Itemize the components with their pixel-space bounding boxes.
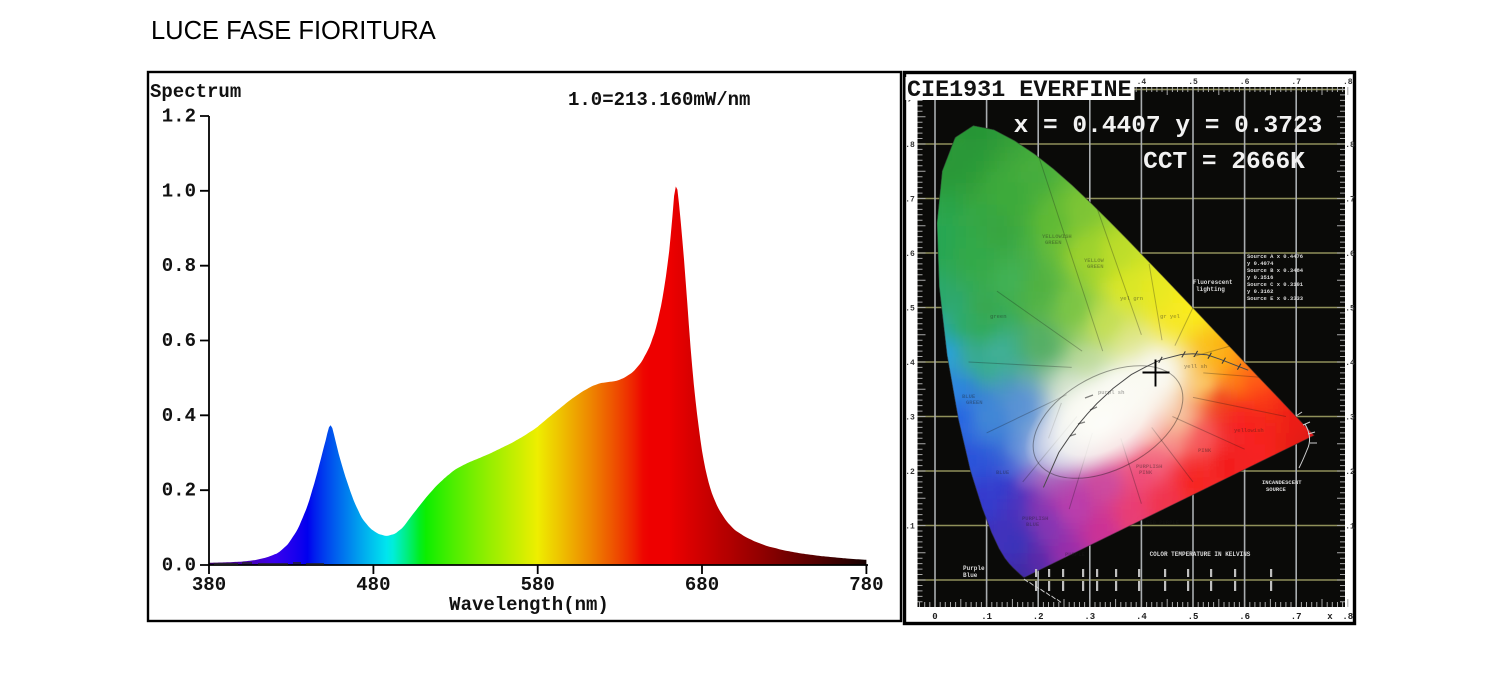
svg-text:.5: .5 (1188, 612, 1199, 622)
svg-text:0: 0 (932, 612, 937, 622)
svg-text:780: 780 (849, 574, 883, 596)
svg-text:INCANDESCENT: INCANDESCENT (1262, 479, 1302, 486)
svg-text:y 0.3516: y 0.3516 (1247, 274, 1273, 281)
svg-text:lighting: lighting (1196, 286, 1225, 293)
svg-text:.4: .4 (905, 359, 915, 368)
svg-text:.2: .2 (1345, 468, 1355, 477)
svg-text:PURPLISH: PURPLISH (1136, 463, 1162, 470)
svg-text:0.4: 0.4 (162, 405, 196, 427)
svg-text:PINK: PINK (1198, 447, 1212, 454)
svg-text:Source E x 0.3333: Source E x 0.3333 (1247, 295, 1304, 302)
svg-text:0.6: 0.6 (162, 330, 196, 352)
svg-text:Spectrum: Spectrum (150, 81, 241, 103)
svg-text:.3: .3 (1345, 414, 1355, 423)
svg-text:.8: .8 (1343, 78, 1353, 87)
svg-text:.7: .7 (1345, 196, 1355, 205)
svg-text:.7: .7 (905, 196, 915, 205)
svg-text:YELLOW: YELLOW (1084, 257, 1105, 264)
svg-text:Source A x 0.4476: Source A x 0.4476 (1247, 253, 1303, 260)
svg-text:CIE1931 EVERFINE: CIE1931 EVERFINE (907, 78, 1132, 104)
svg-text:.5: .5 (905, 305, 915, 314)
svg-text:.2: .2 (905, 468, 915, 477)
svg-text:Source C x 0.3101: Source C x 0.3101 (1247, 281, 1304, 288)
svg-text:.4: .4 (1136, 612, 1147, 622)
svg-text:.4: .4 (1345, 359, 1355, 368)
svg-text:480: 480 (356, 574, 390, 596)
svg-text:1.0: 1.0 (162, 180, 196, 202)
svg-text:680: 680 (685, 574, 719, 596)
svg-text:RED PURPLE: RED PURPLE (1146, 519, 1180, 526)
svg-text:yellowish: yellowish (1234, 427, 1264, 434)
svg-text:Fluorescent: Fluorescent (1193, 279, 1233, 286)
svg-text:.1: .1 (905, 523, 915, 532)
svg-text:BLUE: BLUE (1026, 521, 1040, 528)
svg-text:.5: .5 (1188, 78, 1198, 87)
svg-text:y 0.3162: y 0.3162 (1247, 288, 1273, 295)
svg-text:.5: .5 (1345, 305, 1355, 314)
svg-text:PURPLE: PURPLE (1065, 551, 1086, 558)
svg-text:YELLOWISH: YELLOWISH (1042, 233, 1072, 240)
svg-text:1.2: 1.2 (162, 106, 196, 128)
svg-text:.6: .6 (1240, 78, 1250, 87)
svg-text:.8: .8 (905, 141, 915, 150)
svg-text:PINK: PINK (1139, 469, 1153, 476)
svg-text:580: 580 (521, 574, 555, 596)
svg-text:.8: .8 (1342, 612, 1353, 622)
svg-text:.6: .6 (1345, 250, 1355, 259)
svg-text:BLUE: BLUE (996, 469, 1010, 476)
svg-text:SOURCE: SOURCE (1266, 486, 1287, 493)
svg-text:.1: .1 (1345, 523, 1355, 532)
svg-text:GREEN: GREEN (966, 399, 983, 406)
svg-text:.7: .7 (1291, 78, 1301, 87)
svg-text:yell sh: yell sh (1184, 363, 1207, 370)
svg-text:.7: .7 (1291, 612, 1302, 622)
svg-text:yel grn: yel grn (1120, 295, 1143, 302)
svg-text:0.8: 0.8 (162, 255, 196, 277)
svg-text:green: green (990, 313, 1007, 320)
svg-text:GREEN: GREEN (1087, 263, 1104, 270)
svg-text:purpl sh: purpl sh (1098, 389, 1124, 396)
svg-text:y 0.4074: y 0.4074 (1247, 260, 1274, 267)
svg-text:BLUE: BLUE (962, 393, 976, 400)
svg-text:.6: .6 (905, 250, 915, 259)
svg-text:.1: .1 (981, 612, 992, 622)
svg-text:.3: .3 (1084, 612, 1095, 622)
svg-text:gr yel: gr yel (1160, 313, 1181, 320)
svg-text:.8: .8 (1345, 141, 1355, 150)
svg-text:Purple: Purple (963, 565, 985, 572)
svg-text:.2: .2 (1033, 612, 1044, 622)
svg-text:x: x (1327, 612, 1333, 622)
svg-text:.4: .4 (1137, 78, 1147, 87)
svg-text:CCT = 2666K: CCT = 2666K (1143, 149, 1305, 176)
svg-text:0.0: 0.0 (162, 555, 196, 577)
svg-text:0.2: 0.2 (162, 480, 196, 502)
svg-text:Source B x 0.3484: Source B x 0.3484 (1247, 267, 1304, 274)
svg-text:Blue: Blue (963, 572, 978, 579)
svg-text:380: 380 (192, 574, 226, 596)
svg-text:.6: .6 (1239, 612, 1250, 622)
svg-text:GREEN: GREEN (1045, 239, 1062, 246)
svg-text:LUCE FASE FIORITURA: LUCE FASE FIORITURA (151, 17, 436, 45)
svg-text:COLOR TEMPERATURE IN KELVINS: COLOR TEMPERATURE IN KELVINS (1150, 551, 1251, 558)
svg-text:1.0=213.160mW/nm: 1.0=213.160mW/nm (568, 89, 750, 111)
svg-text:Wavelength(nm): Wavelength(nm) (449, 594, 609, 616)
svg-text:.3: .3 (905, 414, 915, 423)
svg-text:PURPLISH: PURPLISH (1022, 515, 1048, 522)
svg-text:x = 0.4407 y = 0.3723: x = 0.4407 y = 0.3723 (1014, 113, 1323, 140)
